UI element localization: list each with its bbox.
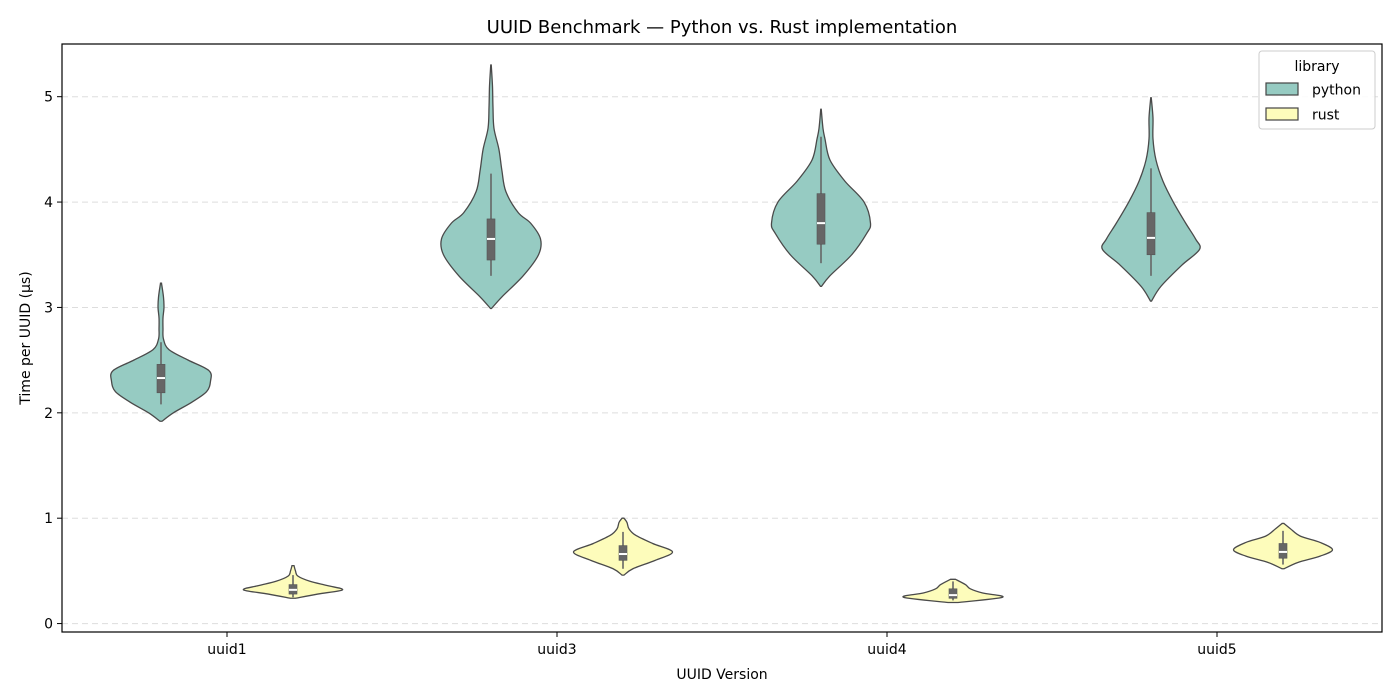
x-tick-label: uuid1: [207, 642, 246, 658]
x-tick-label: uuid5: [1197, 642, 1236, 658]
legend[interactable]: library python rust: [1258, 50, 1376, 130]
legend-label-rust: rust: [1312, 108, 1340, 124]
legend-swatch-python: [1265, 82, 1299, 96]
violin-python-uuid5-box: [1146, 212, 1156, 256]
x-axis-label: UUID Version: [676, 667, 767, 683]
y-tick-label: 4: [44, 195, 53, 211]
x-tick-label: uuid3: [537, 642, 576, 658]
y-tick-label: 5: [44, 90, 53, 106]
x-tick-label: uuid4: [867, 642, 907, 658]
y-tick-label: 0: [44, 617, 53, 633]
plot-frame: [61, 43, 1383, 633]
y-axis: 0 1 2 3 4 5: [44, 90, 62, 633]
y-tick-label: 1: [44, 511, 53, 527]
violins: [110, 64, 1334, 604]
violin-rust-uuid5-box: [1278, 543, 1288, 559]
violin-rust-uuid3-box: [618, 545, 628, 561]
y-tick-label: 3: [44, 300, 53, 316]
y-tick-label: 2: [44, 406, 53, 422]
violin-rust-uuid4-box: [948, 588, 958, 599]
x-axis: uuid1 uuid3 uuid4 uuid5: [207, 632, 1237, 658]
chart-title: UUID Benchmark — Python vs. Rust impleme…: [487, 17, 958, 38]
violin-python-uuid4-box: [816, 193, 826, 245]
y-axis-label: Time per UUID (µs): [18, 271, 34, 405]
legend-label-python: python: [1312, 83, 1361, 99]
legend-title: library: [1294, 59, 1339, 75]
grid: [62, 96, 1382, 625]
legend-swatch-rust: [1265, 107, 1299, 121]
